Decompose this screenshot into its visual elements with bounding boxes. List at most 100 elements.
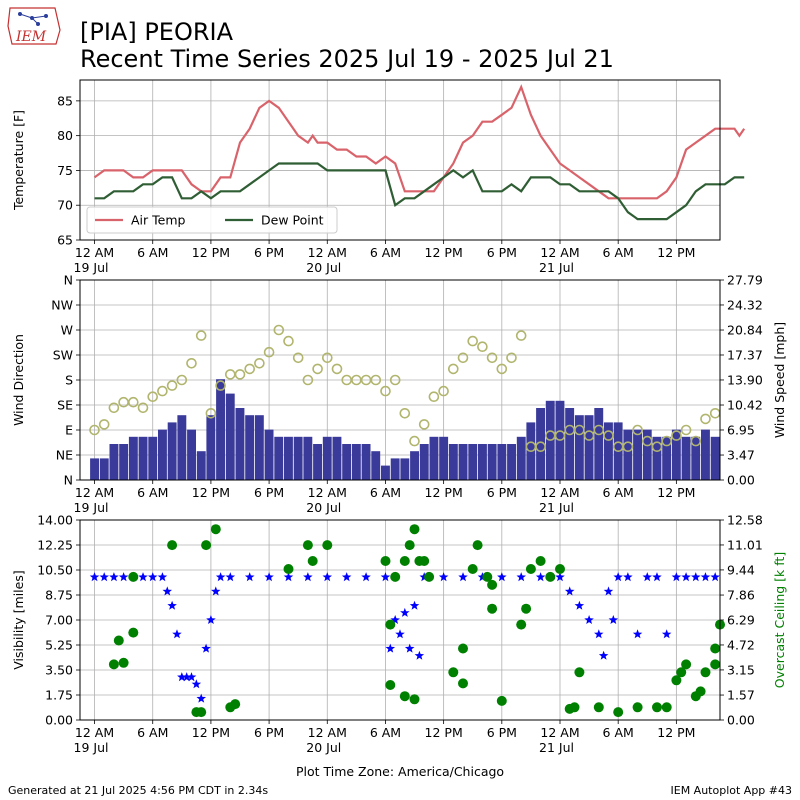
wind-speed-bar	[254, 415, 264, 480]
wind-speed-bar	[439, 436, 449, 480]
legend-box	[86, 206, 338, 234]
wind-speed-bar	[701, 429, 710, 480]
visibility-point	[598, 650, 609, 660]
wind-direction-point	[389, 374, 401, 386]
wind-direction-point	[166, 380, 178, 391]
x-tick-label: 6 AM	[370, 725, 401, 740]
x-tick-label: 12 PM	[425, 245, 463, 260]
y-tick-label: SW	[53, 348, 73, 363]
y2-tick-label: 3.15	[727, 662, 755, 677]
visibility-point	[632, 629, 643, 639]
x-tick-sublabel: 19 Jul	[74, 740, 109, 755]
y2-tick-label: 6.29	[727, 613, 755, 628]
wind-speed-bar	[662, 436, 672, 480]
wind-speed-bar	[128, 436, 138, 480]
wind-direction-point	[447, 363, 459, 375]
ceiling-point	[404, 540, 415, 551]
wind-direction-point	[273, 324, 285, 336]
x-tick-label: 6 AM	[137, 485, 168, 500]
ceiling-point	[535, 556, 546, 566]
wind-direction-point	[234, 369, 246, 380]
visibility-point	[283, 572, 294, 582]
wind-direction-point	[690, 435, 702, 447]
y2-tick-label: 13.90	[727, 372, 763, 387]
ceiling-point	[230, 699, 241, 710]
y-tick-label: S	[65, 373, 73, 388]
visibility-point	[671, 572, 682, 582]
y-tick-label: W	[61, 323, 73, 338]
visibility-point	[361, 572, 371, 582]
x-tick-label: 12 PM	[657, 485, 695, 500]
x-tick-label: 12 AM	[75, 245, 114, 260]
wind-speed-bar	[710, 436, 720, 480]
wind-speed-bar	[642, 429, 652, 480]
wind-speed-bar	[478, 444, 487, 480]
visibility-point	[661, 629, 672, 639]
ceiling-point	[307, 556, 318, 566]
x-tick-label: 6 AM	[603, 485, 634, 500]
wind-speed-bar	[167, 422, 177, 480]
wind-direction-point	[700, 413, 711, 425]
visibility-point	[157, 572, 168, 582]
visibility-point	[574, 600, 585, 610]
visibility-point	[186, 672, 197, 682]
y2-tick-label: 10.42	[727, 398, 763, 413]
ceiling-point	[521, 603, 532, 614]
y2-tick-label: 4.72	[727, 637, 755, 652]
ceiling-point	[695, 686, 706, 697]
y-axis-label: Visibility [miles]	[11, 570, 26, 669]
wind-speed-bar	[109, 444, 119, 480]
wind-direction-point	[370, 374, 382, 386]
y-tick-label: 0.00	[45, 713, 73, 728]
y2-tick-label: 11.01	[727, 537, 763, 552]
visibility-point	[109, 572, 119, 582]
x-tick-label: 6 PM	[254, 725, 284, 740]
x-tick-sublabel: 21 Jul	[539, 260, 574, 275]
visibility-point	[341, 572, 352, 582]
visibility-point	[225, 572, 236, 582]
wind-speed-bar	[691, 436, 701, 480]
visibility-point	[167, 600, 177, 610]
wind-direction-point	[574, 424, 585, 436]
x-tick-sublabel: 20 Jul	[306, 740, 341, 755]
wind-direction-point	[583, 430, 595, 441]
visibility-point	[380, 572, 391, 582]
wind-speed-bar	[410, 451, 419, 480]
ceiling-point	[632, 702, 643, 713]
wind-speed-bar	[332, 436, 342, 480]
wind-speed-bar	[293, 436, 303, 480]
iem-logo: IEM	[7, 7, 61, 45]
wind-direction-point	[302, 374, 314, 386]
visibility-point	[138, 572, 148, 582]
wind-direction-point	[176, 374, 188, 386]
wind-speed-bar	[187, 429, 196, 480]
wind-direction-point	[457, 352, 469, 364]
y-axis-label: Wind Direction	[11, 334, 26, 426]
y2-axis-label: Overcast Ceiling [k ft]	[772, 552, 787, 688]
ceiling-point	[113, 635, 124, 646]
footer-right: IEM Autoplot App #43	[670, 784, 793, 797]
visibility-point	[623, 572, 633, 582]
wind-speed-bar	[468, 444, 478, 480]
visibility-point	[390, 615, 400, 624]
wind-direction-point	[312, 363, 323, 375]
ceiling-point	[545, 571, 556, 582]
y-tick-label: E	[65, 423, 73, 438]
title-line2: Recent Time Series 2025 Jul 19 - 2025 Ju…	[80, 45, 614, 73]
visibility-point	[414, 650, 425, 660]
wind-direction-point	[651, 441, 663, 453]
ceiling-point	[118, 657, 129, 668]
y2-tick-label: 27.79	[727, 273, 763, 288]
wind-speed-bar	[245, 415, 255, 480]
ceiling-point	[409, 524, 420, 535]
y-tick-label: 8.75	[45, 588, 73, 603]
y2-tick-label: 3.47	[727, 448, 755, 463]
y-tick-label: 85	[57, 93, 73, 108]
wind-speed-bar	[361, 444, 371, 480]
wind-direction-point	[554, 430, 566, 441]
ceiling-point	[196, 707, 207, 718]
x-tick-sublabel: 19 Jul	[74, 500, 109, 515]
visibility-point	[211, 586, 221, 596]
wind-direction-point	[186, 357, 197, 369]
